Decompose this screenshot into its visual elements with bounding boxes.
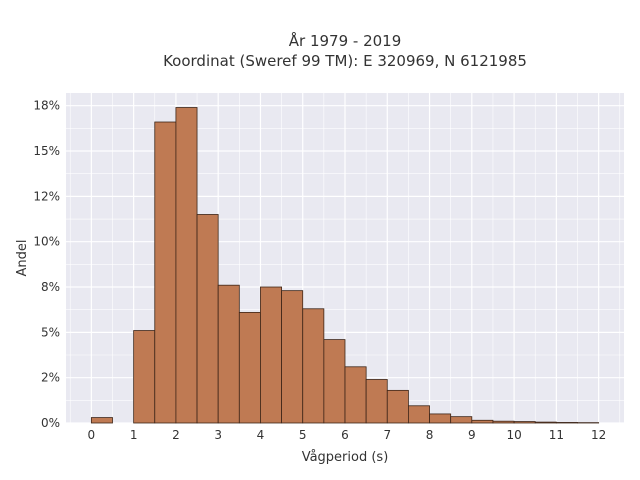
x-tick-label: 1 xyxy=(130,428,138,442)
x-tick-label: 8 xyxy=(426,428,434,442)
x-axis-ticks: 0 1 2 3 4 5 6 7 8 9 10 11 12 xyxy=(88,428,607,442)
histogram-bar xyxy=(471,419,494,424)
x-tick-label: 10 xyxy=(506,428,521,442)
histogram-bar xyxy=(154,121,177,424)
y-tick-label: 5% xyxy=(41,325,60,339)
bars xyxy=(90,107,600,424)
y-axis-label: Andel xyxy=(15,240,30,277)
histogram-bar xyxy=(429,413,452,424)
histogram-bar xyxy=(238,311,261,424)
histogram-bar xyxy=(90,417,113,424)
histogram-bar xyxy=(217,284,240,424)
histogram-bar xyxy=(196,214,219,424)
x-tick-label: 0 xyxy=(88,428,96,442)
y-axis-ticks: 0% 2% 5% 8% 10% 12% 15% 18% xyxy=(33,99,60,430)
histogram-bar xyxy=(450,416,473,424)
histogram-bar xyxy=(408,405,430,424)
histogram-bar xyxy=(323,339,346,424)
histogram-bar xyxy=(555,422,578,424)
y-tick-label: 2% xyxy=(41,371,60,385)
x-tick-label: 12 xyxy=(591,428,606,442)
histogram-bar xyxy=(365,379,388,424)
histogram-bar xyxy=(386,389,409,424)
y-tick-label: 12% xyxy=(33,189,60,203)
x-tick-label: 5 xyxy=(299,428,307,442)
histogram-bar xyxy=(281,290,304,424)
histogram-bar xyxy=(344,366,367,424)
x-tick-label: 9 xyxy=(468,428,476,442)
x-tick-label: 7 xyxy=(383,428,391,442)
histogram-bar xyxy=(260,286,282,424)
histogram-bar xyxy=(133,330,156,424)
x-tick-label: 6 xyxy=(341,428,349,442)
y-tick-label: 18% xyxy=(33,99,60,113)
y-tick-label: 0% xyxy=(41,416,60,430)
x-axis-label: Vågperiod (s) xyxy=(302,450,389,465)
x-tick-label: 3 xyxy=(214,428,222,442)
chart-title-line1: År 1979 - 2019 xyxy=(289,31,402,50)
histogram-bar xyxy=(175,107,198,424)
histogram-bar xyxy=(492,420,515,424)
y-tick-label: 10% xyxy=(33,235,60,249)
y-tick-label: 15% xyxy=(33,144,60,158)
x-tick-label: 11 xyxy=(549,428,564,442)
x-tick-label: 4 xyxy=(257,428,265,442)
x-tick-label: 2 xyxy=(172,428,180,442)
chart-title-line2: Koordinat (Sweref 99 TM): E 320969, N 61… xyxy=(163,52,527,70)
histogram-bar xyxy=(513,421,536,424)
y-tick-label: 8% xyxy=(41,280,60,294)
histogram-bar xyxy=(302,308,325,424)
histogram-bar xyxy=(534,421,557,424)
